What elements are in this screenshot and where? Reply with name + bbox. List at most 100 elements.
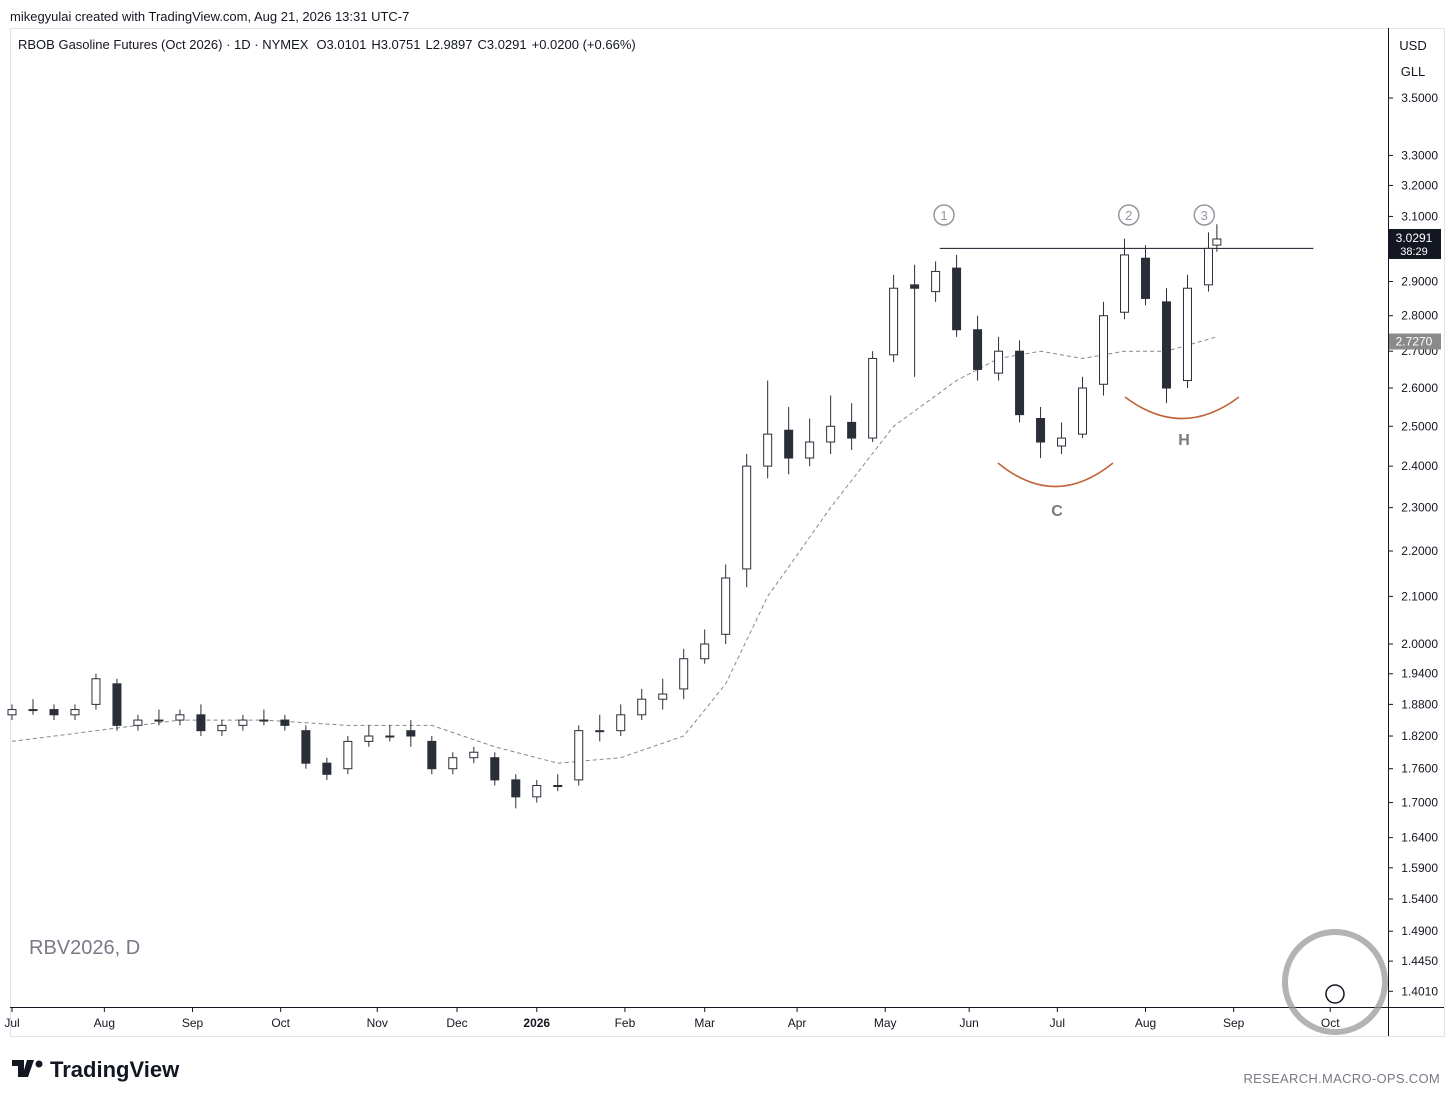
candle-body (574, 730, 584, 781)
y-tick-label: 2.0000 (1401, 637, 1438, 651)
candle-body (1099, 315, 1109, 385)
candle (805, 418, 815, 467)
chart-title: RBOB Gasoline Futures (Oct 2026) · 1D · … (18, 37, 309, 52)
candle (931, 261, 941, 302)
candle-body (826, 425, 836, 443)
x-tick-label: Sep (1223, 1016, 1245, 1030)
candle-body (196, 714, 206, 732)
candle (868, 351, 878, 443)
candle-body (406, 730, 416, 737)
candle (259, 709, 269, 726)
candle (763, 380, 773, 479)
y-tick-label: 1.7600 (1401, 762, 1438, 776)
countdown: 38:29 (1400, 246, 1428, 258)
candle-body (721, 577, 731, 635)
last-price-label: 3.0291 (1396, 231, 1433, 245)
candle-body (616, 714, 626, 732)
candle-body (1120, 254, 1130, 313)
legend-value: H3.0751 (371, 37, 420, 52)
candle-body (532, 784, 542, 798)
candle-body (952, 267, 962, 331)
y-tick-label: 2.3000 (1401, 501, 1438, 515)
candle (700, 629, 710, 664)
y-tick-label: 2.6000 (1401, 381, 1438, 395)
x-tick-label: Jun (960, 1016, 979, 1030)
x-tick-label: Dec (446, 1016, 467, 1030)
y-tick-label: 2.5000 (1401, 419, 1438, 433)
candle (7, 704, 17, 721)
x-tick-label: May (874, 1016, 897, 1030)
candle-body (1212, 238, 1222, 246)
y-tick-label: 1.4450 (1401, 954, 1438, 968)
y-tick-label: 2.2000 (1401, 544, 1438, 558)
candle (826, 395, 836, 454)
candle-body (133, 719, 143, 726)
y-tick-label: 2.4000 (1401, 459, 1438, 473)
symbol-watermark: RBV2026, D (29, 937, 140, 959)
legend-value: +0.0200 (+0.66%) (532, 37, 636, 52)
brand-watermark (1282, 929, 1388, 1035)
x-tick-label: Oct (271, 1016, 290, 1030)
candle (1015, 340, 1025, 423)
y-tick-label: 1.5400 (1401, 892, 1438, 906)
peak-marker (1117, 204, 1140, 226)
candle-body (280, 719, 290, 726)
unit[interactable]: GLL (1401, 64, 1426, 79)
candle (658, 678, 668, 710)
candle-body (553, 784, 563, 787)
candle (784, 406, 794, 475)
candle (679, 648, 689, 700)
x-tick-label: Jul (1050, 1016, 1065, 1030)
candle (1078, 376, 1088, 439)
candle-body (1182, 287, 1192, 382)
candle (1212, 224, 1222, 252)
candle (889, 274, 899, 363)
timer-icon[interactable] (1325, 984, 1345, 1004)
candle-body (343, 740, 353, 770)
site: RESEARCH.MACRO-OPS.COM (1243, 1071, 1440, 1086)
candle (952, 254, 962, 337)
tradingview-logo: TradingView (12, 1057, 180, 1082)
legend-value: L2.9897 (425, 37, 472, 52)
candle-body (322, 762, 332, 775)
last-price-box (1389, 228, 1441, 259)
candle (847, 403, 857, 450)
candle (385, 725, 395, 742)
pattern-label: H (1178, 432, 1190, 449)
candle-body (1141, 257, 1151, 299)
candle (532, 779, 542, 803)
candle (448, 752, 458, 775)
candle-body (1161, 301, 1171, 389)
candle-body (259, 719, 269, 722)
peak-marker (933, 204, 955, 226)
y-tick-label: 3.2000 (1401, 178, 1438, 192)
candle (1120, 238, 1130, 320)
candle-body (28, 709, 38, 712)
candle (574, 725, 584, 786)
candle (301, 725, 311, 769)
candle (133, 714, 143, 731)
candle-body (217, 724, 227, 732)
y-tick-label: 1.4900 (1401, 924, 1438, 938)
candle (427, 736, 437, 775)
candle (910, 264, 920, 377)
ma-price-label: 2.7270 (1396, 334, 1433, 348)
candle-body (175, 714, 185, 721)
pattern-label: C (1051, 503, 1063, 520)
brand: TradingView (50, 1057, 180, 1082)
y-tick-label: 1.7000 (1401, 796, 1438, 810)
candle (322, 757, 332, 780)
y-tick-label: 1.5900 (1401, 861, 1438, 875)
candle-body (700, 643, 710, 660)
candle (1099, 301, 1109, 396)
x-tick-label: Sep (182, 1016, 204, 1030)
candle-body (847, 421, 857, 439)
currency[interactable]: USD (1399, 38, 1426, 53)
candle (154, 709, 164, 726)
candle (28, 699, 38, 715)
candle (553, 774, 563, 792)
candle-body (490, 757, 500, 781)
candle (616, 704, 626, 737)
candle-body (91, 678, 101, 705)
